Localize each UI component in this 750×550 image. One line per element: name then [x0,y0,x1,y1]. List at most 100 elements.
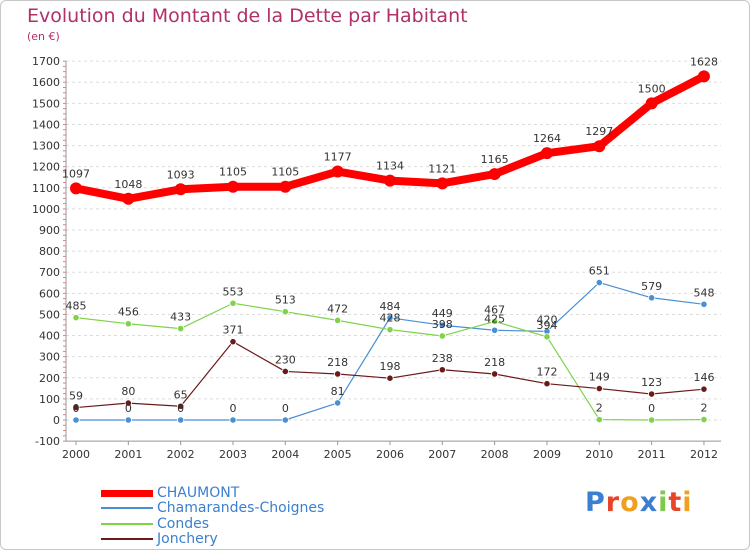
x-tick-label: 2004 [271,448,299,461]
series-chamarandes-choignes [72,278,708,424]
legend-label: Chamarandes-Choignes [157,500,325,516]
data-label-jonchery: 230 [275,353,296,366]
legend-swatch [101,507,153,509]
data-label-chamarandes-choignes: 81 [331,385,345,398]
data-point [174,183,187,196]
data-label-jonchery: 65 [174,388,188,401]
data-point [491,317,499,326]
data-label-jonchery: 172 [536,366,557,379]
data-point [700,385,708,393]
series-jonchery [72,338,708,412]
legend-swatch [101,523,153,525]
y-tick-label: 700 [39,266,60,279]
data-label-chamarandes-choignes: 0 [73,402,80,415]
data-point [72,416,80,424]
data-label-condes: 2 [700,402,707,415]
data-label-chamarandes-choignes: 651 [589,265,610,278]
data-point [177,324,185,333]
y-tick-label: 0 [53,414,60,427]
data-point [281,308,289,316]
legend-swatch [101,538,153,540]
data-point [386,314,394,322]
data-point [229,416,237,424]
data-label-chaumont: 1297 [585,125,613,138]
data-label-jonchery: 198 [379,360,400,373]
data-point [491,326,499,334]
logo-letter: P [585,487,606,518]
data-label-condes: 2 [596,402,603,415]
data-label-chaumont: 1500 [638,82,666,95]
data-label-condes: 398 [432,318,453,331]
x-tick-label: 2007 [428,448,456,461]
y-tick-label: -100 [35,435,60,448]
data-label-condes: 456 [118,306,139,319]
data-label-condes: 0 [648,402,655,415]
y-tick-label: 600 [39,287,60,300]
y-tick-label: 1100 [32,182,60,195]
y-tick-label: 500 [39,308,60,321]
chart-subtitle: (en €) [27,30,60,43]
legend-swatch [101,489,153,497]
chart-title: Evolution du Montant de la Dette par Hab… [27,5,468,27]
data-point [491,370,499,378]
data-point [543,380,551,388]
x-tick-label: 2001 [114,448,142,461]
data-label-chamarandes-choignes: 579 [641,280,662,293]
data-label-jonchery: 238 [432,352,453,365]
data-point [543,333,551,341]
data-point [177,402,185,410]
data-point [279,180,292,193]
data-label-chaumont: 1628 [690,55,718,68]
y-tick-label: 1200 [32,161,60,174]
y-tick-label: 800 [39,245,60,258]
legend-label: Jonchery [157,531,218,547]
data-point [72,403,80,412]
x-tick-label: 2000 [62,448,90,461]
data-label-chaumont: 1048 [114,178,142,191]
data-point [72,314,80,322]
data-point [386,374,394,382]
legend-entry: Chamarandes-Choignes [101,501,324,515]
logo-letter: o [620,487,640,518]
logo-letter: r [605,487,621,518]
data-point [697,70,710,83]
data-point [281,367,289,376]
series-chaumont [70,70,710,205]
x-tick-label: 2008 [481,448,509,461]
data-label-chaumont: 1177 [324,151,352,164]
y-tick-label: 100 [39,393,60,406]
data-point [334,370,342,378]
data-label-jonchery: 149 [589,371,610,384]
data-label-jonchery: 80 [121,385,135,398]
data-label-chamarandes-choignes: 0 [125,402,132,415]
data-point [438,321,446,329]
data-point [700,415,708,424]
logo-letter: i [658,487,669,518]
data-point [436,177,449,190]
data-label-condes: 485 [66,300,87,313]
data-point [383,174,396,187]
data-label-chaumont: 1097 [62,167,90,180]
x-tick-label: 2005 [324,448,352,461]
data-point [700,300,708,308]
data-label-chaumont: 1105 [271,166,299,179]
proxiti-logo: Proxiti [585,487,693,518]
data-point [334,399,342,407]
legend-label: CHAUMONT [157,485,240,501]
data-label-chamarandes-choignes: 449 [432,307,453,320]
legend-entry: Jonchery [101,532,218,546]
data-label-chaumont: 1134 [376,160,404,173]
data-label-chaumont: 1105 [219,166,247,179]
y-tick-label: 900 [39,224,60,237]
data-label-condes: 513 [275,294,296,307]
y-tick-label: 1400 [32,118,60,131]
y-tick-label: 200 [39,372,60,385]
data-point [593,140,606,153]
y-tick-label: 1700 [32,55,60,68]
x-tick-label: 2006 [376,448,404,461]
data-label-jonchery: 123 [641,376,662,389]
data-point [488,168,501,181]
y-tick-label: 400 [39,330,60,343]
data-point [281,416,289,424]
